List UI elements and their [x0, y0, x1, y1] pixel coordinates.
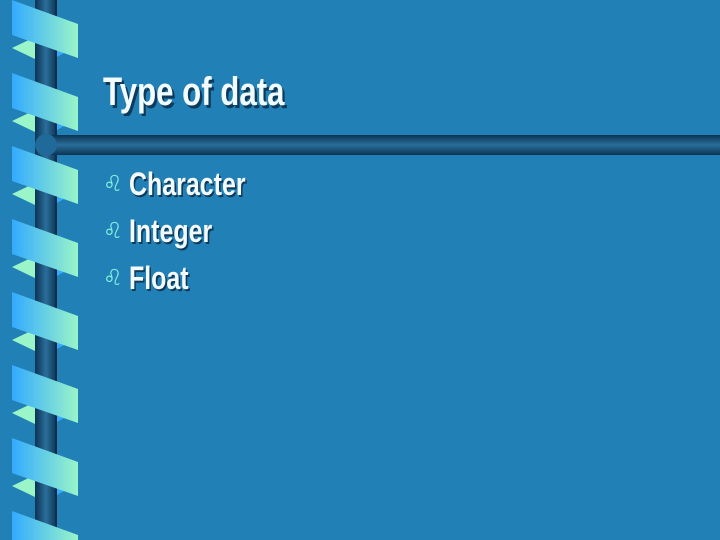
- leo-symbol-icon: ♌: [103, 266, 123, 291]
- leo-symbol-icon: ♌: [103, 219, 123, 244]
- list-item: ♌ Character: [103, 166, 246, 202]
- list-item: ♌ Integer: [103, 213, 213, 249]
- ribbon-back-segment: [12, 475, 35, 497]
- ribbon-back-segment: [12, 37, 35, 59]
- ribbon-front-segment: [12, 146, 78, 204]
- list-item: ♌ Float: [103, 260, 189, 296]
- slide-title: Type of data: [103, 70, 285, 114]
- ribbon-front-segment: [12, 73, 78, 131]
- ribbon-back-segment: [12, 183, 35, 205]
- ribbon-front-segment: [12, 0, 78, 58]
- bar-joint: [35, 134, 57, 156]
- ribbon-front-segment: [12, 365, 78, 423]
- ribbon-front-segment: [12, 292, 78, 350]
- ribbon-back-segment: [12, 402, 35, 424]
- ribbon-back-segment: [12, 329, 35, 351]
- ribbon-back-segment: [12, 256, 35, 278]
- ribbon-front-segment: [12, 511, 78, 540]
- ribbon-front-segment: [12, 219, 78, 277]
- title-underline-bar: [45, 135, 720, 155]
- ribbon-back-segment: [12, 110, 35, 132]
- bullet-list: ♌ Character ♌ Integer ♌ Float: [103, 166, 278, 307]
- ribbon-front-segment: [12, 438, 78, 496]
- leo-symbol-icon: ♌: [103, 172, 123, 197]
